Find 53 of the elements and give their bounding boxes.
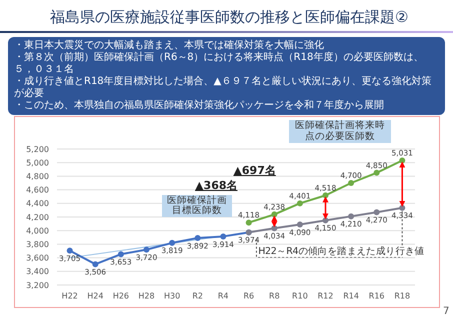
- y-tick-label: 4,800: [26, 172, 49, 182]
- y-tick-label: 3,600: [26, 254, 49, 263]
- point: [194, 234, 201, 241]
- x-tick-label: H28: [138, 292, 155, 301]
- point: [169, 240, 176, 246]
- point: [66, 248, 73, 254]
- x-tick-label: R18: [394, 292, 410, 301]
- point: [374, 209, 380, 216]
- y-tick-label: 4,200: [26, 212, 49, 222]
- point: [296, 200, 303, 206]
- point: [118, 251, 124, 258]
- y-tick-label: 3,800: [26, 240, 49, 250]
- x-tick-label: R10: [292, 292, 308, 301]
- point: [374, 170, 380, 176]
- point: [322, 192, 328, 198]
- annotation: ▲697名: [233, 164, 276, 178]
- y-tick-label: 4,400: [26, 199, 49, 208]
- point: [246, 220, 252, 226]
- point: [92, 261, 98, 268]
- callout-box: 医師確保計画将来時点の必要医師数: [289, 120, 392, 144]
- point: [144, 246, 150, 253]
- y-tick-label: 3,200: [26, 280, 49, 290]
- text: 7: [443, 306, 450, 317]
- x-tick-label: R8: [269, 292, 280, 301]
- annotation: H22～R4の傾向を踏まえた成り行き値: [258, 246, 424, 258]
- text: ・第８次（前期）医師確保計画（R6～8）における将来時点（R18年度）の必要医師数は、５，０３１名: [14, 52, 424, 76]
- annotation: ▲368名: [195, 178, 238, 192]
- x-tick-label: H26: [112, 292, 130, 301]
- x-tick-label: R4: [218, 292, 229, 301]
- x-tick-label: R14: [343, 292, 359, 301]
- point: [271, 225, 278, 232]
- y-tick-label: 4,600: [26, 186, 49, 195]
- point: [296, 221, 303, 228]
- y-tick-label: 4,000: [26, 226, 49, 236]
- callout-box: 医師確保計画目標医師数: [162, 194, 232, 218]
- point: [220, 233, 226, 240]
- text: ・東日本大震災での大幅減も踏まえ、本県では確保対策を大幅に強化: [14, 40, 325, 52]
- chart-title: 福島県の医療施設従事医師数の推移と医師偏在課題②: [50, 8, 408, 27]
- point: [348, 213, 354, 220]
- text: ・このため、本県独自の福島県医師確保対策強化パッケージを令和７年度から展開: [14, 100, 385, 112]
- x-tick-label: H22: [62, 292, 78, 301]
- x-tick-label: H30: [164, 292, 180, 301]
- point: [322, 217, 328, 224]
- y-tick-label: 3,400: [26, 267, 49, 276]
- x-tick-label: H24: [87, 292, 104, 301]
- x-tick-label: R6: [243, 292, 254, 301]
- y-tick-label: 5,200: [26, 144, 49, 154]
- x-tick-label: R2: [192, 292, 203, 301]
- point: [348, 180, 354, 186]
- text: ・成り行き値とR18年度目標対比した場合、▲６９７名と厳しい状況にあり、更なる強化対策が必要: [14, 76, 432, 100]
- x-tick-label: R16: [368, 292, 385, 301]
- x-tick-label: R12: [318, 292, 334, 301]
- y-tick-label: 5,000: [26, 158, 49, 168]
